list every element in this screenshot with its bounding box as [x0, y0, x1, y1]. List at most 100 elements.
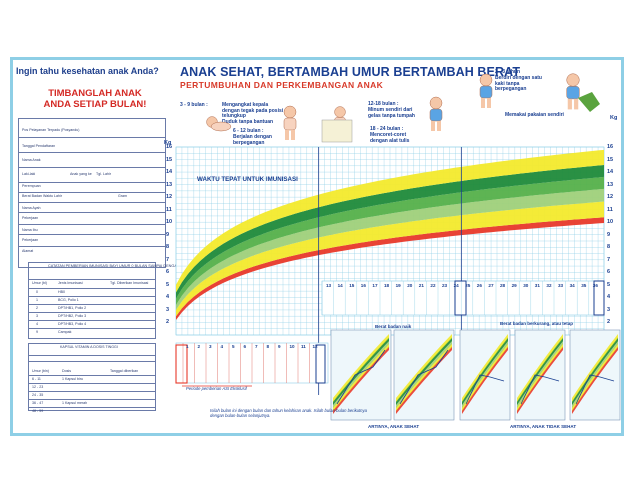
thumb-weight-line [465, 374, 505, 405]
thumb-band [462, 340, 508, 408]
vit-age: 36 - 47 [32, 401, 44, 405]
x-tick-row2: 25 [465, 283, 471, 288]
form-field-label: Nama Anak [22, 158, 41, 162]
y-tick-right: 9 [607, 231, 611, 238]
imm-divider [28, 296, 156, 297]
x-tick-row1: 7 [255, 344, 258, 349]
y-tick-right: 14 [607, 169, 614, 176]
milestone-2-text: Duduk tanpa bantuan [222, 119, 274, 125]
x-tick-row2: 22 [430, 283, 436, 288]
thumb-band [462, 334, 508, 402]
thumb-band [462, 343, 508, 411]
x-tick-row2: 15 [349, 283, 355, 288]
x-tick-row2: 31 [534, 283, 540, 288]
bad-example-caption: ARTINYA, ANAK TIDAK SEHAT [510, 424, 577, 429]
milestone-3-age: 6 - 12 bulan : [233, 128, 264, 134]
x-tick-row1: 3 [209, 344, 212, 349]
band-yellow [176, 201, 604, 317]
form-field-label: Alamat [22, 249, 34, 253]
vit-divider [28, 407, 156, 408]
vit-divider [28, 391, 156, 392]
vit-age: 12 - 23 [32, 385, 44, 389]
x-tick-row2: 36 [592, 283, 598, 288]
y-tick-left: 6 [166, 269, 170, 276]
imm-divider [28, 312, 156, 313]
imm-age: 9 [36, 330, 38, 334]
milestone-3-text: Berjalan dengan berpegangan [233, 134, 272, 146]
x-tick-row2: 28 [500, 283, 506, 288]
band-mid-green [176, 176, 604, 305]
thumb-band [333, 337, 389, 405]
form-divider [18, 152, 166, 153]
thumb-band [333, 340, 389, 408]
imm-vaccine: BCG, Polio 1 [58, 298, 79, 302]
y-tick-right: 15 [607, 156, 614, 163]
imm-age: 3 [36, 314, 38, 318]
y-tick-right: 16 [607, 144, 614, 150]
form-field-label: Laki-laki [22, 172, 36, 176]
vit-age: 48 - 59 [32, 409, 44, 413]
baby-standing-illustration [283, 105, 297, 140]
form-divider [18, 192, 166, 193]
thumb-band [572, 346, 618, 414]
x-tick-row1: 9 [278, 344, 281, 349]
x-tick-row1: 5 [232, 344, 235, 349]
x-tick-row2: 32 [546, 283, 552, 288]
vit-divider [28, 361, 156, 362]
form-field-label: Perempuan [22, 184, 41, 188]
call-to-action: TIMBANGLAH ANAK ANDA SETIAP BULAN! [43, 88, 147, 110]
green-cloth-illustration [578, 92, 600, 112]
x-tick-row2: 23 [442, 283, 448, 288]
x-tick-row2: 13 [326, 283, 332, 288]
x-tick-row1: 12 [312, 344, 318, 349]
x-tick-row1: 10 [289, 344, 295, 349]
vit-header: Umur (bln) [32, 369, 49, 373]
x-tick-row1: 2 [197, 344, 201, 349]
vit-header: Dosis [62, 369, 71, 373]
y-unit-left: Kg [164, 140, 172, 146]
vit-age: 24 - 35 [32, 393, 44, 397]
form-field-label: Nama Ayah [22, 206, 41, 210]
thumb-band [517, 337, 563, 405]
x-tick-row2: 18 [384, 283, 390, 288]
imm-divider [28, 304, 156, 305]
imm-divider [28, 320, 156, 321]
milestone-4-age: 12-18 bulan : [368, 101, 399, 107]
subtitle: PERTUMBUHAN DAN PERKEMBANGAN ANAK [180, 80, 384, 90]
band-light-green [176, 188, 604, 310]
y-tick-left: 8 [166, 244, 170, 251]
baby-crawling-illustration [206, 116, 232, 132]
immunization-label: WAKTU TEPAT UNTUK IMUNISASI [197, 176, 298, 183]
milestone-1-text: Mengangkat kepala dengan tegak pada posi… [222, 102, 284, 120]
imm-vaccine: DPT/HB2, Polio 3 [58, 314, 87, 318]
vit-divider [28, 355, 156, 356]
x-tick-row1: 4 [220, 344, 224, 349]
thumb-band [572, 337, 618, 405]
x-tick-row1: 1 [186, 344, 189, 349]
imm-vaccine: DPT/HB1, Polio 2 [58, 306, 87, 310]
immunization-title: CATATAN PEMBERIAN IMUNISASI BAYI UMUR 0 … [48, 264, 197, 268]
band-dark-green [176, 164, 604, 299]
y-tick-left: 7 [166, 256, 170, 263]
vit-divider [28, 399, 156, 400]
milestone-1: 3 - 9 bulan : [180, 102, 208, 108]
footnote: Isilah bulan ini dengan bulan dan tahun … [210, 408, 367, 418]
milestone-7-text: Memakai pakaian sendiri [505, 112, 564, 118]
y-tick-left: 14 [166, 169, 173, 176]
thumb-band [517, 340, 563, 408]
form-field-label: Pekerjaan [22, 216, 39, 220]
x-tick-row2: 29 [511, 283, 517, 288]
form-divider [18, 137, 166, 138]
good-example-caption: ARTINYA, ANAK SEHAT [368, 424, 420, 429]
question-text: Ingin tahu kesehatan anak Anda? [16, 66, 159, 76]
y-tick-right: 2 [607, 319, 611, 326]
x-tick-row2: 21 [418, 283, 424, 288]
x-tick-row2: 17 [372, 283, 378, 288]
imm-vaccine: HB0 [58, 290, 65, 294]
y-tick-right: 6 [607, 269, 611, 276]
y-tick-left: 2 [166, 319, 170, 326]
thumb-band [396, 346, 452, 414]
vit-age: 6 - 11 [32, 377, 41, 381]
immunization-table [28, 262, 156, 339]
thumb-band [333, 343, 389, 411]
